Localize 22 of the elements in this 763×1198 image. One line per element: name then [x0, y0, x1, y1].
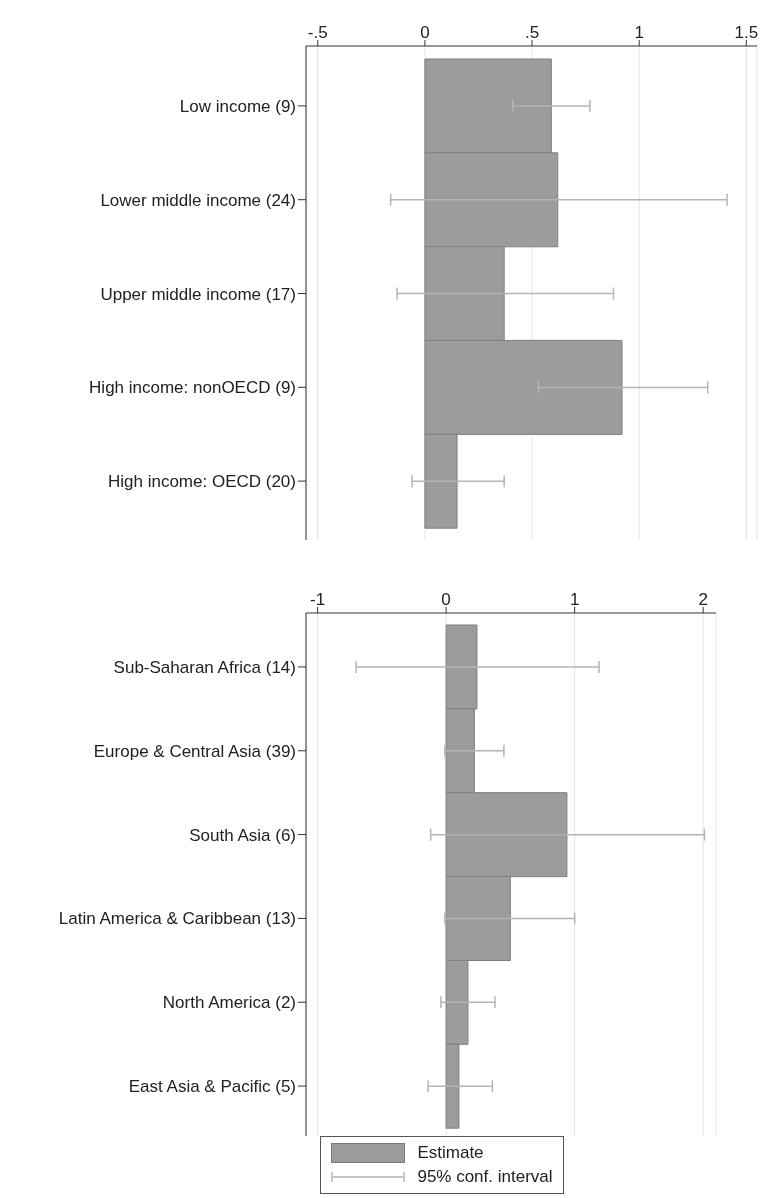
x-tick-label: -.5 — [307, 23, 328, 42]
y-tick-label: Low income (9) — [179, 96, 296, 116]
y-tick-label: Latin America & Caribbean (13) — [58, 909, 296, 929]
text: 95% conf. interval — [417, 1167, 553, 1187]
x-tick-label: 0 — [441, 590, 451, 609]
x-tick-label: 1 — [569, 590, 580, 609]
y-tick-label: Sub-Saharan Africa (14) — [113, 657, 296, 677]
y-tick-label: East Asia & Pacific (5) — [128, 1077, 296, 1097]
x-tick-label: 1 — [634, 23, 644, 42]
y-tick-label: South Asia (6) — [189, 825, 296, 845]
y-tick-label: Europe & Central Asia (39) — [93, 741, 296, 761]
x-tick-label: 0 — [420, 23, 430, 42]
x-tick-label: 1.5 — [734, 23, 759, 42]
x-tick-label: .5 — [524, 23, 540, 42]
y-tick-label: High income: nonOECD (9) — [89, 378, 296, 398]
y-tick-label: Upper middle income (17) — [100, 284, 296, 304]
y-tick-label: North America (2) — [162, 993, 296, 1013]
y-tick-label: Lower middle income (24) — [100, 190, 296, 210]
x-tick-label: -1 — [310, 590, 326, 609]
legend-label: Estimate — [417, 1143, 484, 1163]
y-tick-label: High income: OECD (20) — [107, 472, 296, 492]
x-tick-label: 2 — [698, 590, 708, 609]
